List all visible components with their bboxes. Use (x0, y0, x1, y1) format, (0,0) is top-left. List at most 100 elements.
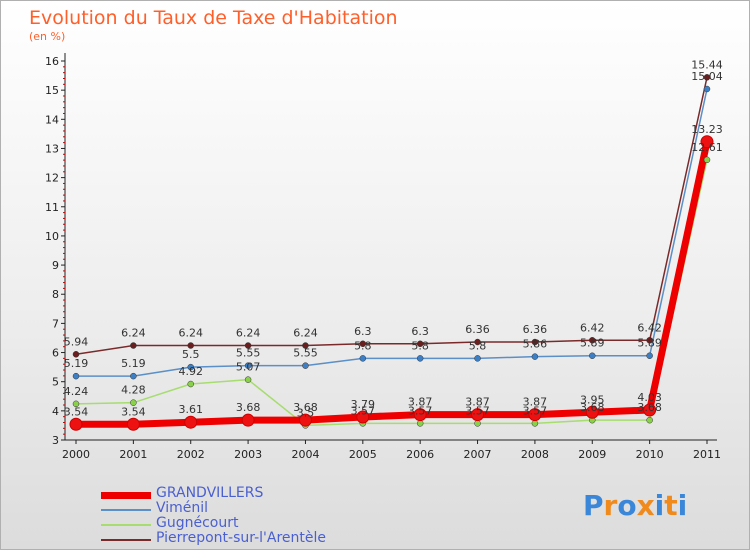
data-point (126, 417, 140, 431)
data-point (72, 351, 80, 358)
legend-swatch (101, 539, 151, 541)
y-tick-label: 13 (45, 142, 59, 155)
data-point (643, 403, 657, 417)
logo-letter: o (617, 489, 637, 522)
y-tick-label: 4 (52, 405, 59, 418)
legend-swatch (101, 509, 151, 511)
x-tick-label: 2007 (464, 448, 492, 461)
data-point (531, 338, 539, 346)
data-point (244, 362, 252, 369)
data-label: 4.28 (121, 384, 146, 397)
data-label: 13.23 (691, 123, 723, 136)
logo-letter: r (603, 489, 618, 522)
data-label: 3.87 (465, 396, 490, 409)
y-tick-label: 11 (45, 201, 59, 214)
data-point (646, 337, 653, 344)
data-label: 6.36 (465, 323, 490, 336)
data-label: 6.24 (236, 327, 261, 340)
data-point (531, 420, 539, 427)
data-point (646, 352, 653, 359)
data-point (244, 342, 252, 349)
x-tick-label: 2008 (521, 448, 549, 461)
data-label: 15.04 (691, 70, 723, 83)
x-tick-label: 2005 (349, 448, 377, 461)
data-label: 3.79 (351, 398, 376, 411)
data-label: 6.24 (293, 327, 318, 340)
data-label: 6.42 (637, 321, 662, 334)
data-label: 5.8 (411, 339, 429, 352)
data-label: 3.57 (523, 404, 548, 417)
x-tick-label: 2010 (636, 448, 664, 461)
logo-letter: i (677, 489, 688, 522)
data-point (69, 417, 83, 431)
y-tick-label: 8 (52, 288, 59, 301)
data-label: 3.54 (64, 405, 89, 418)
data-label: 5.07 (236, 361, 261, 374)
data-point (72, 400, 80, 408)
data-point (585, 405, 599, 419)
data-label: 3.87 (408, 396, 433, 409)
series-line (75, 88, 708, 377)
data-point (471, 408, 485, 422)
data-label: 5.5 (182, 348, 200, 361)
data-point (703, 85, 711, 93)
logo-letter: x (636, 489, 655, 522)
data-label: 6.3 (411, 325, 429, 338)
y-tick-label: 7 (52, 317, 59, 330)
data-point (187, 363, 194, 371)
x-tick-label: 2011 (693, 448, 721, 461)
y-tick-label: 10 (45, 230, 59, 243)
data-point (187, 342, 194, 349)
logo-letter: t (664, 489, 678, 522)
data-label: 3.87 (523, 396, 548, 409)
x-tick-label: 2002 (177, 448, 205, 461)
x-tick-label: 2004 (291, 448, 319, 461)
data-label: 3.57 (351, 404, 376, 417)
data-label: 5.89 (637, 337, 662, 350)
data-label: 4.24 (64, 385, 89, 398)
data-label: 6.3 (354, 325, 372, 338)
data-point (528, 408, 542, 422)
x-tick-label: 2001 (119, 448, 147, 461)
y-tick-label: 9 (52, 259, 59, 272)
data-point (416, 340, 424, 348)
data-point (359, 340, 367, 348)
x-tick-label: 2006 (406, 448, 434, 461)
legend-swatch (101, 491, 151, 499)
data-point (130, 342, 137, 349)
series-line (75, 159, 708, 427)
data-label: 6.24 (178, 327, 203, 340)
y-tick-label: 14 (45, 113, 59, 126)
x-tick-label: 2000 (62, 448, 90, 461)
data-point (184, 415, 198, 429)
data-point (356, 410, 370, 424)
data-point (130, 399, 137, 406)
data-label: 5.55 (236, 347, 261, 360)
legend-label: GRANDVILLERS (156, 485, 264, 501)
data-point (474, 420, 481, 427)
data-point (531, 353, 539, 360)
data-point (703, 156, 711, 164)
chart-title: Evolution du Taux de Taxe d'Habitation (29, 7, 398, 29)
series-line (72, 138, 711, 428)
data-label: 5.89 (580, 337, 605, 350)
data-point (130, 372, 137, 380)
data-point (302, 362, 309, 369)
legend-label: Pierrepont-sur-l'Arentèle (156, 530, 327, 546)
data-point (187, 380, 194, 388)
data-label: 5.94 (64, 335, 89, 348)
data-label: 3.57 (465, 404, 490, 417)
data-label: 5.19 (121, 357, 146, 370)
data-point (474, 338, 481, 346)
y-tick-label: 16 (45, 55, 59, 68)
data-label: 5.8 (469, 339, 487, 352)
data-label: 15.44 (691, 58, 723, 71)
x-tick-label: 2003 (234, 448, 262, 461)
data-label: 5.8 (354, 339, 372, 352)
data-label: 4.92 (178, 365, 203, 378)
data-point (416, 355, 424, 362)
legend-swatch (101, 524, 151, 526)
data-point (474, 355, 481, 362)
y-tick-label: 6 (52, 347, 59, 360)
